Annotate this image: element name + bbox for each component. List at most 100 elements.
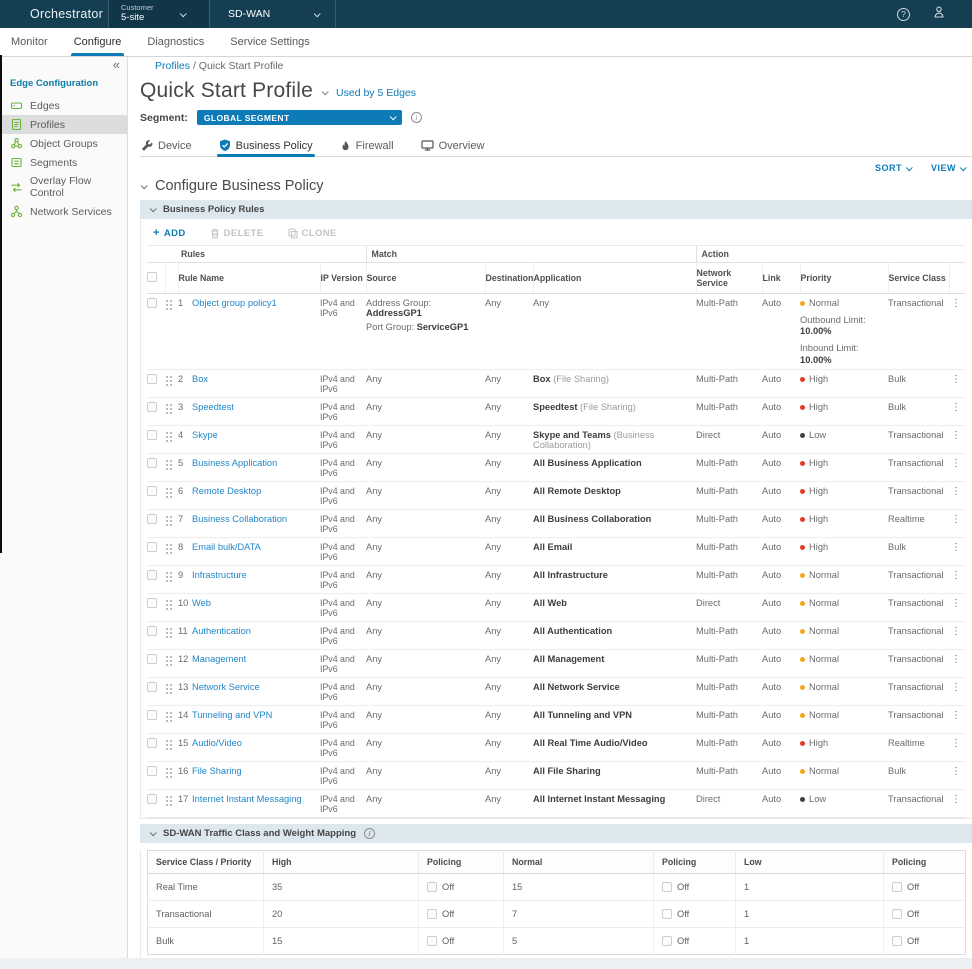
drag-handle-icon[interactable] [165, 766, 173, 779]
rule-name-link[interactable]: Web [192, 597, 211, 608]
rule-name-link[interactable]: Skype [192, 429, 218, 440]
row-menu-icon[interactable]: ⋮ [949, 593, 966, 622]
policing-checkbox[interactable] [892, 935, 902, 946]
rule-name-link[interactable]: Object group policy1 [192, 298, 277, 308]
tab-business-policy[interactable]: Business Policy [216, 135, 315, 157]
row-menu-icon[interactable]: ⋮ [949, 565, 966, 594]
row-checkbox[interactable] [147, 541, 157, 552]
drag-handle-icon[interactable] [165, 299, 173, 311]
row-menu-icon[interactable]: ⋮ [949, 705, 966, 734]
title-dropdown-chevron-icon[interactable] [321, 88, 329, 96]
row-menu-icon[interactable]: ⋮ [949, 733, 966, 762]
drag-handle-icon[interactable] [165, 682, 173, 695]
row-checkbox[interactable] [147, 653, 157, 664]
delete-rule-button[interactable]: DELETE [210, 228, 264, 239]
rule-name-link[interactable]: Business Application [192, 457, 278, 468]
row-menu-icon[interactable]: ⋮ [949, 509, 966, 538]
drag-handle-icon[interactable] [165, 710, 173, 723]
breadcrumb-profiles-link[interactable]: Profiles [155, 60, 191, 72]
segment-info-icon[interactable]: i [410, 112, 422, 123]
policing-checkbox[interactable] [427, 881, 437, 892]
tab-overview[interactable]: Overview [420, 135, 484, 156]
row-checkbox[interactable] [147, 401, 157, 412]
user-icon[interactable] [932, 5, 946, 24]
sidebar-item-object-groups[interactable]: Object Groups [0, 134, 127, 153]
sidebar-item-segments[interactable]: Segments [0, 153, 127, 172]
row-menu-icon[interactable]: ⋮ [949, 453, 966, 482]
row-checkbox[interactable] [147, 709, 157, 720]
drag-handle-icon[interactable] [165, 514, 173, 527]
nav-tab-service-settings[interactable]: Service Settings [230, 36, 310, 48]
sidebar-item-overlay-flow-control[interactable]: Overlay Flow Control [0, 172, 127, 202]
row-checkbox[interactable] [147, 429, 157, 440]
sort-button[interactable]: SORT [875, 163, 913, 173]
sidebar-item-edges[interactable]: Edges [0, 96, 127, 115]
policing-checkbox[interactable] [427, 935, 437, 946]
row-checkbox[interactable] [147, 373, 157, 384]
collapse-chevron-icon[interactable] [140, 181, 148, 189]
row-menu-icon[interactable]: ⋮ [949, 293, 966, 370]
nav-tab-diagnostics[interactable]: Diagnostics [147, 36, 205, 48]
rule-name-link[interactable]: Internet Instant Messaging [192, 793, 302, 804]
rule-name-link[interactable]: Infrastructure [192, 569, 247, 580]
row-checkbox[interactable] [147, 681, 157, 692]
used-by-edges-link[interactable]: Used by 5 Edges [336, 87, 416, 99]
policing-checkbox[interactable] [662, 881, 672, 892]
row-menu-icon[interactable]: ⋮ [949, 481, 966, 510]
row-menu-icon[interactable]: ⋮ [949, 677, 966, 706]
policing-checkbox[interactable] [662, 908, 672, 919]
weight-mapping-bar[interactable]: SD-WAN Traffic Class and Weight Mapping … [140, 823, 972, 843]
view-button[interactable]: VIEW [931, 163, 967, 173]
business-policy-rules-bar[interactable]: Business Policy Rules [140, 200, 972, 219]
row-menu-icon[interactable]: ⋮ [949, 621, 966, 650]
tab-device[interactable]: Device [141, 135, 192, 156]
row-checkbox[interactable] [147, 513, 157, 524]
row-menu-icon[interactable]: ⋮ [949, 761, 966, 790]
drag-handle-icon[interactable] [165, 486, 173, 499]
row-checkbox[interactable] [147, 793, 157, 804]
sidebar-item-network-services[interactable]: Network Services [0, 202, 127, 221]
row-checkbox[interactable] [147, 737, 157, 748]
row-checkbox[interactable] [147, 457, 157, 468]
row-menu-icon[interactable]: ⋮ [949, 789, 966, 818]
rule-name-link[interactable]: Box [192, 373, 209, 384]
policing-checkbox[interactable] [892, 881, 902, 892]
drag-handle-icon[interactable] [165, 430, 173, 443]
drag-handle-icon[interactable] [165, 402, 173, 415]
help-icon[interactable]: ? [897, 7, 910, 21]
sidebar-collapse-icon[interactable]: « [112, 57, 120, 72]
row-menu-icon[interactable]: ⋮ [949, 397, 966, 426]
rule-name-link[interactable]: Network Service [192, 681, 260, 692]
drag-handle-icon[interactable] [165, 654, 173, 667]
row-checkbox[interactable] [147, 625, 157, 636]
rule-name-link[interactable]: Remote Desktop [192, 485, 262, 496]
row-checkbox[interactable] [147, 765, 157, 776]
clone-rule-button[interactable]: CLONE [287, 228, 337, 239]
row-checkbox[interactable] [147, 597, 157, 608]
customer-menu[interactable]: Customer 5-site [109, 0, 209, 28]
segment-select[interactable]: GLOBAL SEGMENT [196, 110, 402, 125]
row-checkbox[interactable] [147, 569, 157, 580]
drag-handle-icon[interactable] [165, 794, 173, 807]
nav-tab-monitor[interactable]: Monitor [11, 36, 48, 48]
rule-name-link[interactable]: Business Collaboration [192, 513, 288, 524]
nav-tab-configure[interactable]: Configure [70, 28, 125, 56]
row-menu-icon[interactable]: ⋮ [949, 649, 966, 678]
select-all-checkbox[interactable] [147, 272, 157, 282]
policing-checkbox[interactable] [892, 908, 902, 919]
rule-name-link[interactable]: Management [192, 653, 247, 664]
drag-handle-icon[interactable] [165, 542, 173, 555]
drag-handle-icon[interactable] [165, 626, 173, 639]
rule-name-link[interactable]: Email bulk/DATA [192, 541, 261, 552]
drag-handle-icon[interactable] [165, 570, 173, 583]
rule-name-link[interactable]: Authentication [192, 625, 251, 636]
drag-handle-icon[interactable] [165, 458, 173, 471]
policing-checkbox[interactable] [662, 935, 672, 946]
drag-handle-icon[interactable] [165, 738, 173, 751]
policing-checkbox[interactable] [427, 908, 437, 919]
row-menu-icon[interactable]: ⋮ [949, 425, 966, 454]
weight-mapping-info-icon[interactable]: i [364, 827, 376, 839]
tab-firewall[interactable]: Firewall [340, 135, 394, 156]
drag-handle-icon[interactable] [165, 374, 173, 387]
rule-name-link[interactable]: Speedtest [192, 401, 234, 412]
